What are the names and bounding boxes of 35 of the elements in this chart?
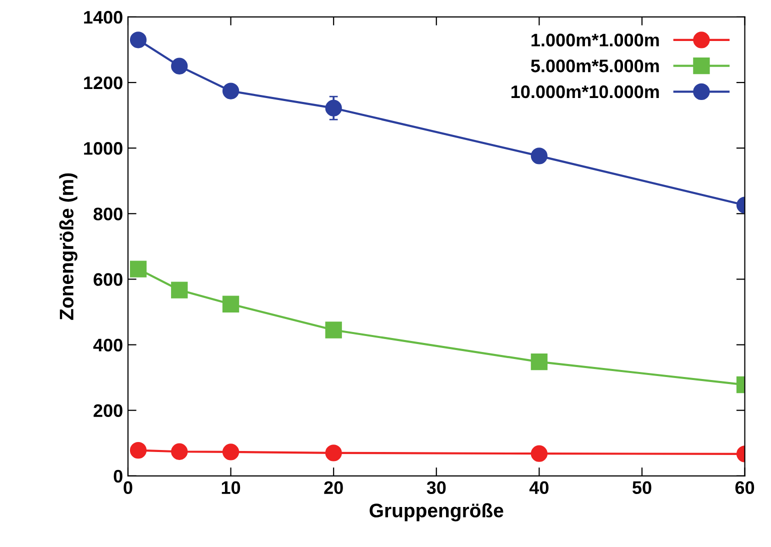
point — [171, 282, 188, 298]
point — [171, 443, 188, 460]
y-tick-label: 800 — [94, 208, 122, 220]
legend-label: 10.000m*10.000m — [511, 85, 659, 98]
x-tick-label: 40 — [529, 481, 548, 494]
y-tick-label: 400 — [93, 338, 122, 352]
point — [325, 444, 342, 462]
x-axis-title: Gruppengröße — [370, 503, 504, 522]
x-tick-label: 0 — [124, 481, 132, 494]
y-tick-label: 600 — [94, 273, 122, 286]
point — [222, 444, 240, 460]
point — [222, 82, 240, 100]
point — [530, 148, 548, 164]
legend-label: 1.000m*1.000m — [532, 34, 659, 46]
point — [130, 442, 147, 459]
point — [530, 353, 548, 370]
y-axis-title: Zonengröße (m) — [59, 173, 78, 320]
point — [530, 445, 548, 462]
point — [171, 58, 188, 74]
y-tick-label: 1400 — [84, 10, 122, 24]
point — [130, 260, 147, 278]
point — [325, 322, 342, 338]
point — [325, 100, 342, 116]
y-tick-label: 0 — [114, 470, 122, 483]
x-tick-label: 60 — [735, 481, 754, 494]
x-tick-label: 10 — [222, 481, 240, 494]
x-tick-label: 20 — [324, 481, 343, 494]
y-tick-label: 200 — [94, 404, 122, 418]
point — [130, 32, 147, 48]
legend-label: 5.000m*5.000m — [530, 60, 659, 72]
y-tick-label: 1000 — [84, 142, 122, 155]
x-tick-label: 50 — [632, 481, 652, 494]
x-tick-label: 30 — [426, 481, 446, 494]
y-tick-label: 1200 — [84, 76, 122, 90]
point — [222, 296, 240, 312]
